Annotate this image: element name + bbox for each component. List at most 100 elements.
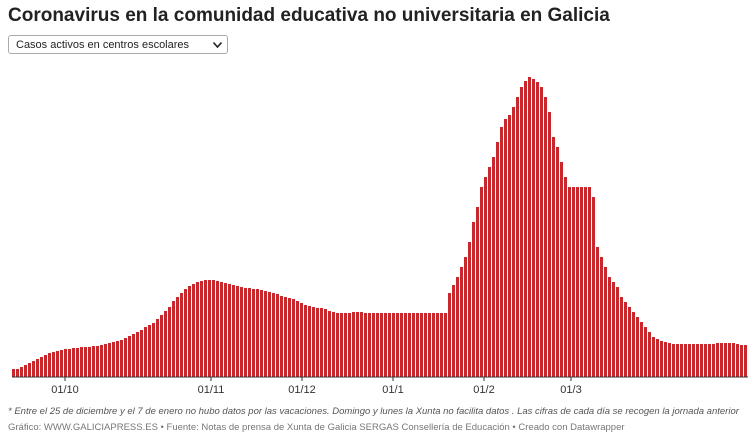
dropdown-label: Casos activos en centros escolares bbox=[16, 39, 190, 51]
bar bbox=[476, 207, 479, 377]
bar bbox=[716, 343, 719, 377]
bar bbox=[384, 313, 387, 377]
bar bbox=[524, 81, 527, 377]
bar bbox=[604, 267, 607, 377]
bar bbox=[328, 311, 331, 377]
bar bbox=[160, 315, 163, 377]
bar bbox=[168, 307, 171, 377]
bar bbox=[520, 87, 523, 377]
bar bbox=[228, 284, 231, 377]
bar bbox=[440, 313, 443, 377]
bar bbox=[192, 284, 195, 377]
bar bbox=[428, 313, 431, 377]
bar bbox=[24, 365, 27, 377]
bar bbox=[568, 187, 571, 377]
x-tick-label: 01/1 bbox=[382, 384, 403, 396]
bar bbox=[232, 285, 235, 377]
bar bbox=[208, 280, 211, 377]
bar bbox=[456, 277, 459, 377]
bar bbox=[128, 336, 131, 377]
bar bbox=[708, 344, 711, 377]
bar bbox=[364, 313, 367, 377]
bar bbox=[64, 349, 67, 377]
bar bbox=[304, 305, 307, 377]
footnote: * Entre el 25 de diciembre y el 7 de ene… bbox=[8, 406, 739, 417]
bar bbox=[136, 332, 139, 377]
bar bbox=[220, 282, 223, 377]
bar bbox=[152, 323, 155, 377]
bar bbox=[348, 313, 351, 377]
bar bbox=[416, 313, 419, 377]
bar bbox=[92, 346, 95, 377]
bar bbox=[600, 257, 603, 377]
bar bbox=[616, 287, 619, 377]
bar bbox=[56, 351, 59, 377]
bar bbox=[572, 187, 575, 377]
bar bbox=[144, 327, 147, 377]
bar bbox=[272, 293, 275, 377]
bar bbox=[508, 115, 511, 377]
bar bbox=[424, 313, 427, 377]
bar bbox=[360, 312, 363, 377]
bar bbox=[432, 313, 435, 377]
bar bbox=[340, 313, 343, 377]
bar bbox=[148, 325, 151, 377]
bar bbox=[444, 313, 447, 377]
bar bbox=[296, 301, 299, 377]
bar bbox=[564, 177, 567, 377]
bar bbox=[452, 285, 455, 377]
bar bbox=[320, 308, 323, 377]
bar bbox=[216, 281, 219, 377]
bar bbox=[400, 313, 403, 377]
source: Gráfico: WWW.GALICIAPRESS.ES • Fuente: N… bbox=[8, 422, 625, 433]
bar bbox=[60, 350, 63, 377]
bar bbox=[412, 313, 415, 377]
x-tick-label: 01/12 bbox=[288, 384, 316, 396]
bar bbox=[576, 187, 579, 377]
bar bbox=[104, 344, 107, 377]
bar bbox=[40, 357, 43, 377]
bar bbox=[264, 291, 267, 377]
bar bbox=[684, 344, 687, 377]
bar bbox=[396, 313, 399, 377]
bar bbox=[84, 347, 87, 377]
bar bbox=[492, 157, 495, 377]
bar bbox=[472, 222, 475, 377]
bar bbox=[556, 147, 559, 377]
bar bbox=[76, 348, 79, 377]
bar bbox=[80, 347, 83, 377]
bar bbox=[332, 312, 335, 377]
bar bbox=[52, 352, 55, 377]
chart-title: Coronavirus en la comunidad educativa no… bbox=[8, 5, 610, 26]
bar bbox=[528, 77, 531, 377]
bar bbox=[368, 313, 371, 377]
bar bbox=[448, 293, 451, 377]
bar bbox=[688, 344, 691, 377]
bar bbox=[436, 313, 439, 377]
bar bbox=[316, 308, 319, 377]
bar bbox=[720, 343, 723, 377]
bar bbox=[632, 312, 635, 377]
bar bbox=[200, 281, 203, 377]
bar bbox=[244, 288, 247, 377]
dropdown[interactable]: Casos activos en centros escolares bbox=[8, 35, 228, 54]
bar bbox=[16, 369, 19, 377]
bar bbox=[580, 187, 583, 377]
bar bbox=[584, 187, 587, 377]
bar bbox=[376, 313, 379, 377]
bar bbox=[100, 345, 103, 377]
bar bbox=[260, 290, 263, 377]
bar bbox=[240, 287, 243, 377]
bar bbox=[112, 342, 115, 377]
bar bbox=[740, 345, 743, 377]
bar bbox=[212, 280, 215, 377]
bar bbox=[596, 247, 599, 377]
bar bbox=[664, 342, 667, 377]
bar bbox=[308, 306, 311, 377]
bar bbox=[252, 289, 255, 377]
bar bbox=[120, 340, 123, 377]
bar bbox=[352, 312, 355, 377]
bar bbox=[184, 289, 187, 377]
bar bbox=[140, 330, 143, 377]
bar bbox=[176, 297, 179, 377]
